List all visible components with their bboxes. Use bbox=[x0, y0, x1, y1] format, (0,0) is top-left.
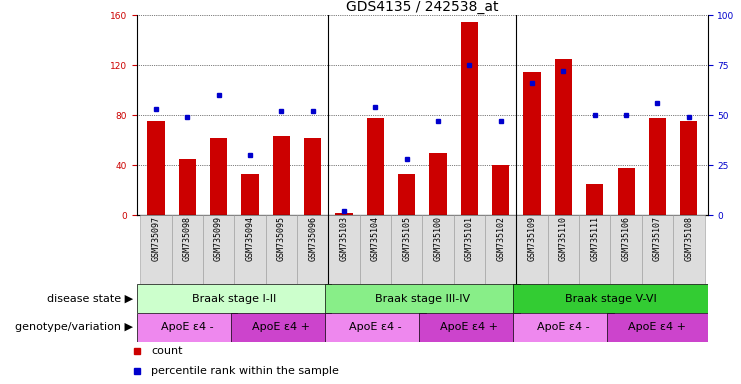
Text: ApoE ε4 -: ApoE ε4 - bbox=[161, 322, 213, 333]
Text: Braak stage I-II: Braak stage I-II bbox=[192, 293, 276, 304]
Text: GSM735107: GSM735107 bbox=[653, 217, 662, 262]
Bar bbox=[203, 215, 234, 284]
Text: GSM735109: GSM735109 bbox=[528, 217, 536, 262]
Text: Braak stage V-VI: Braak stage V-VI bbox=[565, 293, 657, 304]
Bar bbox=[231, 313, 331, 342]
Bar bbox=[611, 215, 642, 284]
Bar bbox=[649, 118, 666, 215]
Bar bbox=[673, 215, 705, 284]
Bar bbox=[523, 71, 541, 215]
Bar bbox=[265, 215, 297, 284]
Bar bbox=[516, 215, 548, 284]
Text: GSM735105: GSM735105 bbox=[402, 217, 411, 262]
Text: GSM735102: GSM735102 bbox=[496, 217, 505, 262]
Bar bbox=[461, 22, 478, 215]
Bar bbox=[336, 213, 353, 215]
Text: count: count bbox=[151, 346, 183, 356]
Bar bbox=[328, 215, 359, 284]
Bar bbox=[514, 313, 614, 342]
Text: ApoE ε4 -: ApoE ε4 - bbox=[537, 322, 590, 333]
Bar bbox=[234, 215, 265, 284]
Text: GSM735101: GSM735101 bbox=[465, 217, 474, 262]
Bar bbox=[147, 121, 165, 215]
Text: ApoE ε4 +: ApoE ε4 + bbox=[628, 322, 686, 333]
Bar bbox=[579, 215, 611, 284]
Title: GDS4135 / 242538_at: GDS4135 / 242538_at bbox=[346, 0, 499, 14]
Bar bbox=[137, 313, 237, 342]
Bar bbox=[422, 215, 453, 284]
Bar bbox=[419, 313, 519, 342]
Text: GSM735110: GSM735110 bbox=[559, 217, 568, 262]
Bar bbox=[172, 215, 203, 284]
Bar bbox=[179, 159, 196, 215]
Text: disease state ▶: disease state ▶ bbox=[47, 293, 133, 304]
Text: GSM735094: GSM735094 bbox=[245, 217, 254, 262]
Text: ApoE ε4 -: ApoE ε4 - bbox=[349, 322, 402, 333]
Text: GSM735095: GSM735095 bbox=[277, 217, 286, 262]
Bar bbox=[430, 152, 447, 215]
Bar bbox=[492, 165, 509, 215]
Text: GSM735096: GSM735096 bbox=[308, 217, 317, 262]
Bar bbox=[140, 215, 172, 284]
Bar bbox=[242, 174, 259, 215]
Bar bbox=[359, 215, 391, 284]
Bar bbox=[485, 215, 516, 284]
Text: Braak stage III-IV: Braak stage III-IV bbox=[375, 293, 470, 304]
Bar bbox=[210, 138, 227, 215]
Bar bbox=[297, 215, 328, 284]
Text: percentile rank within the sample: percentile rank within the sample bbox=[151, 366, 339, 376]
Bar bbox=[514, 284, 708, 313]
Bar bbox=[273, 136, 290, 215]
Bar bbox=[548, 215, 579, 284]
Bar bbox=[137, 284, 331, 313]
Bar bbox=[642, 215, 673, 284]
Text: ApoE ε4 +: ApoE ε4 + bbox=[440, 322, 499, 333]
Bar bbox=[367, 118, 384, 215]
Text: ApoE ε4 +: ApoE ε4 + bbox=[252, 322, 310, 333]
Text: GSM735099: GSM735099 bbox=[214, 217, 223, 262]
Text: GSM735100: GSM735100 bbox=[433, 217, 442, 262]
Bar bbox=[555, 59, 572, 215]
Text: GSM735111: GSM735111 bbox=[591, 217, 599, 262]
Bar bbox=[325, 284, 519, 313]
Text: GSM735097: GSM735097 bbox=[151, 217, 160, 262]
Bar bbox=[398, 174, 415, 215]
Bar bbox=[391, 215, 422, 284]
Bar bbox=[586, 184, 603, 215]
Text: GSM735098: GSM735098 bbox=[183, 217, 192, 262]
Bar bbox=[325, 313, 425, 342]
Text: GSM735106: GSM735106 bbox=[622, 217, 631, 262]
Bar bbox=[453, 215, 485, 284]
Text: genotype/variation ▶: genotype/variation ▶ bbox=[16, 322, 133, 333]
Text: GSM735103: GSM735103 bbox=[339, 217, 348, 262]
Text: GSM735108: GSM735108 bbox=[685, 217, 694, 262]
Text: GSM735104: GSM735104 bbox=[370, 217, 380, 262]
Bar bbox=[608, 313, 708, 342]
Bar bbox=[617, 167, 635, 215]
Bar bbox=[304, 138, 322, 215]
Bar bbox=[680, 121, 697, 215]
